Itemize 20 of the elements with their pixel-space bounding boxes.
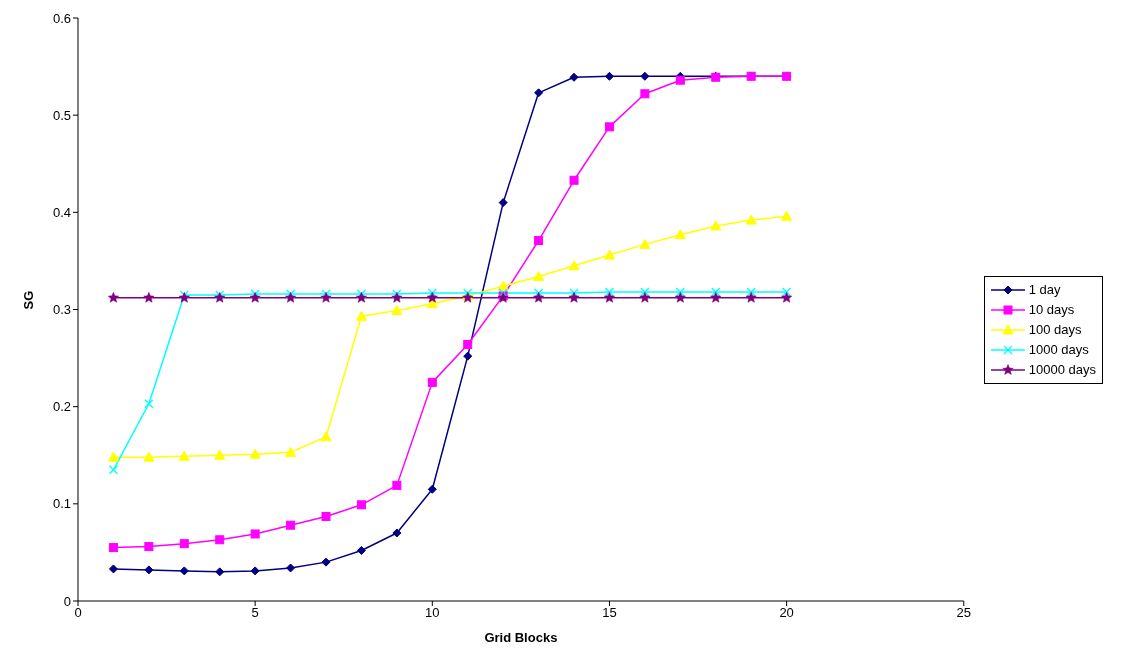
x-tick-label: 0 xyxy=(74,605,82,621)
y-tick-label: 0.1 xyxy=(52,496,71,512)
x-tick-label: 15 xyxy=(602,605,617,621)
x-axis-title: Grid Blocks xyxy=(484,630,558,646)
y-axis-title: SG xyxy=(20,290,36,310)
y-tick-label: 0.6 xyxy=(52,10,71,26)
legend-label: 100 days xyxy=(1028,322,1082,337)
x-tick-label: 20 xyxy=(779,605,794,621)
legend-label: 1000 days xyxy=(1028,342,1089,357)
legend-label: 1 day xyxy=(1028,282,1061,297)
legend-label: 10000 days xyxy=(1028,362,1096,377)
legend-label: 10 days xyxy=(1028,302,1075,317)
y-tick-label: 0.3 xyxy=(52,302,71,318)
y-tick-label: 0.2 xyxy=(52,399,71,415)
y-tick-label: 0 xyxy=(63,593,71,609)
y-tick-label: 0.4 xyxy=(52,204,71,220)
x-tick-label: 25 xyxy=(956,605,971,621)
y-tick-label: 0.5 xyxy=(52,107,71,123)
x-tick-label: 10 xyxy=(425,605,440,621)
x-tick-label: 5 xyxy=(251,605,259,621)
